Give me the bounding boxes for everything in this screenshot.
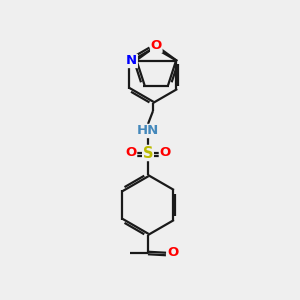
Text: O: O xyxy=(159,146,171,160)
Text: O: O xyxy=(125,146,136,160)
Text: O: O xyxy=(151,39,162,52)
Text: N: N xyxy=(126,55,137,68)
Text: O: O xyxy=(167,247,178,260)
Text: S: S xyxy=(143,146,153,160)
Text: HN: HN xyxy=(137,124,159,137)
